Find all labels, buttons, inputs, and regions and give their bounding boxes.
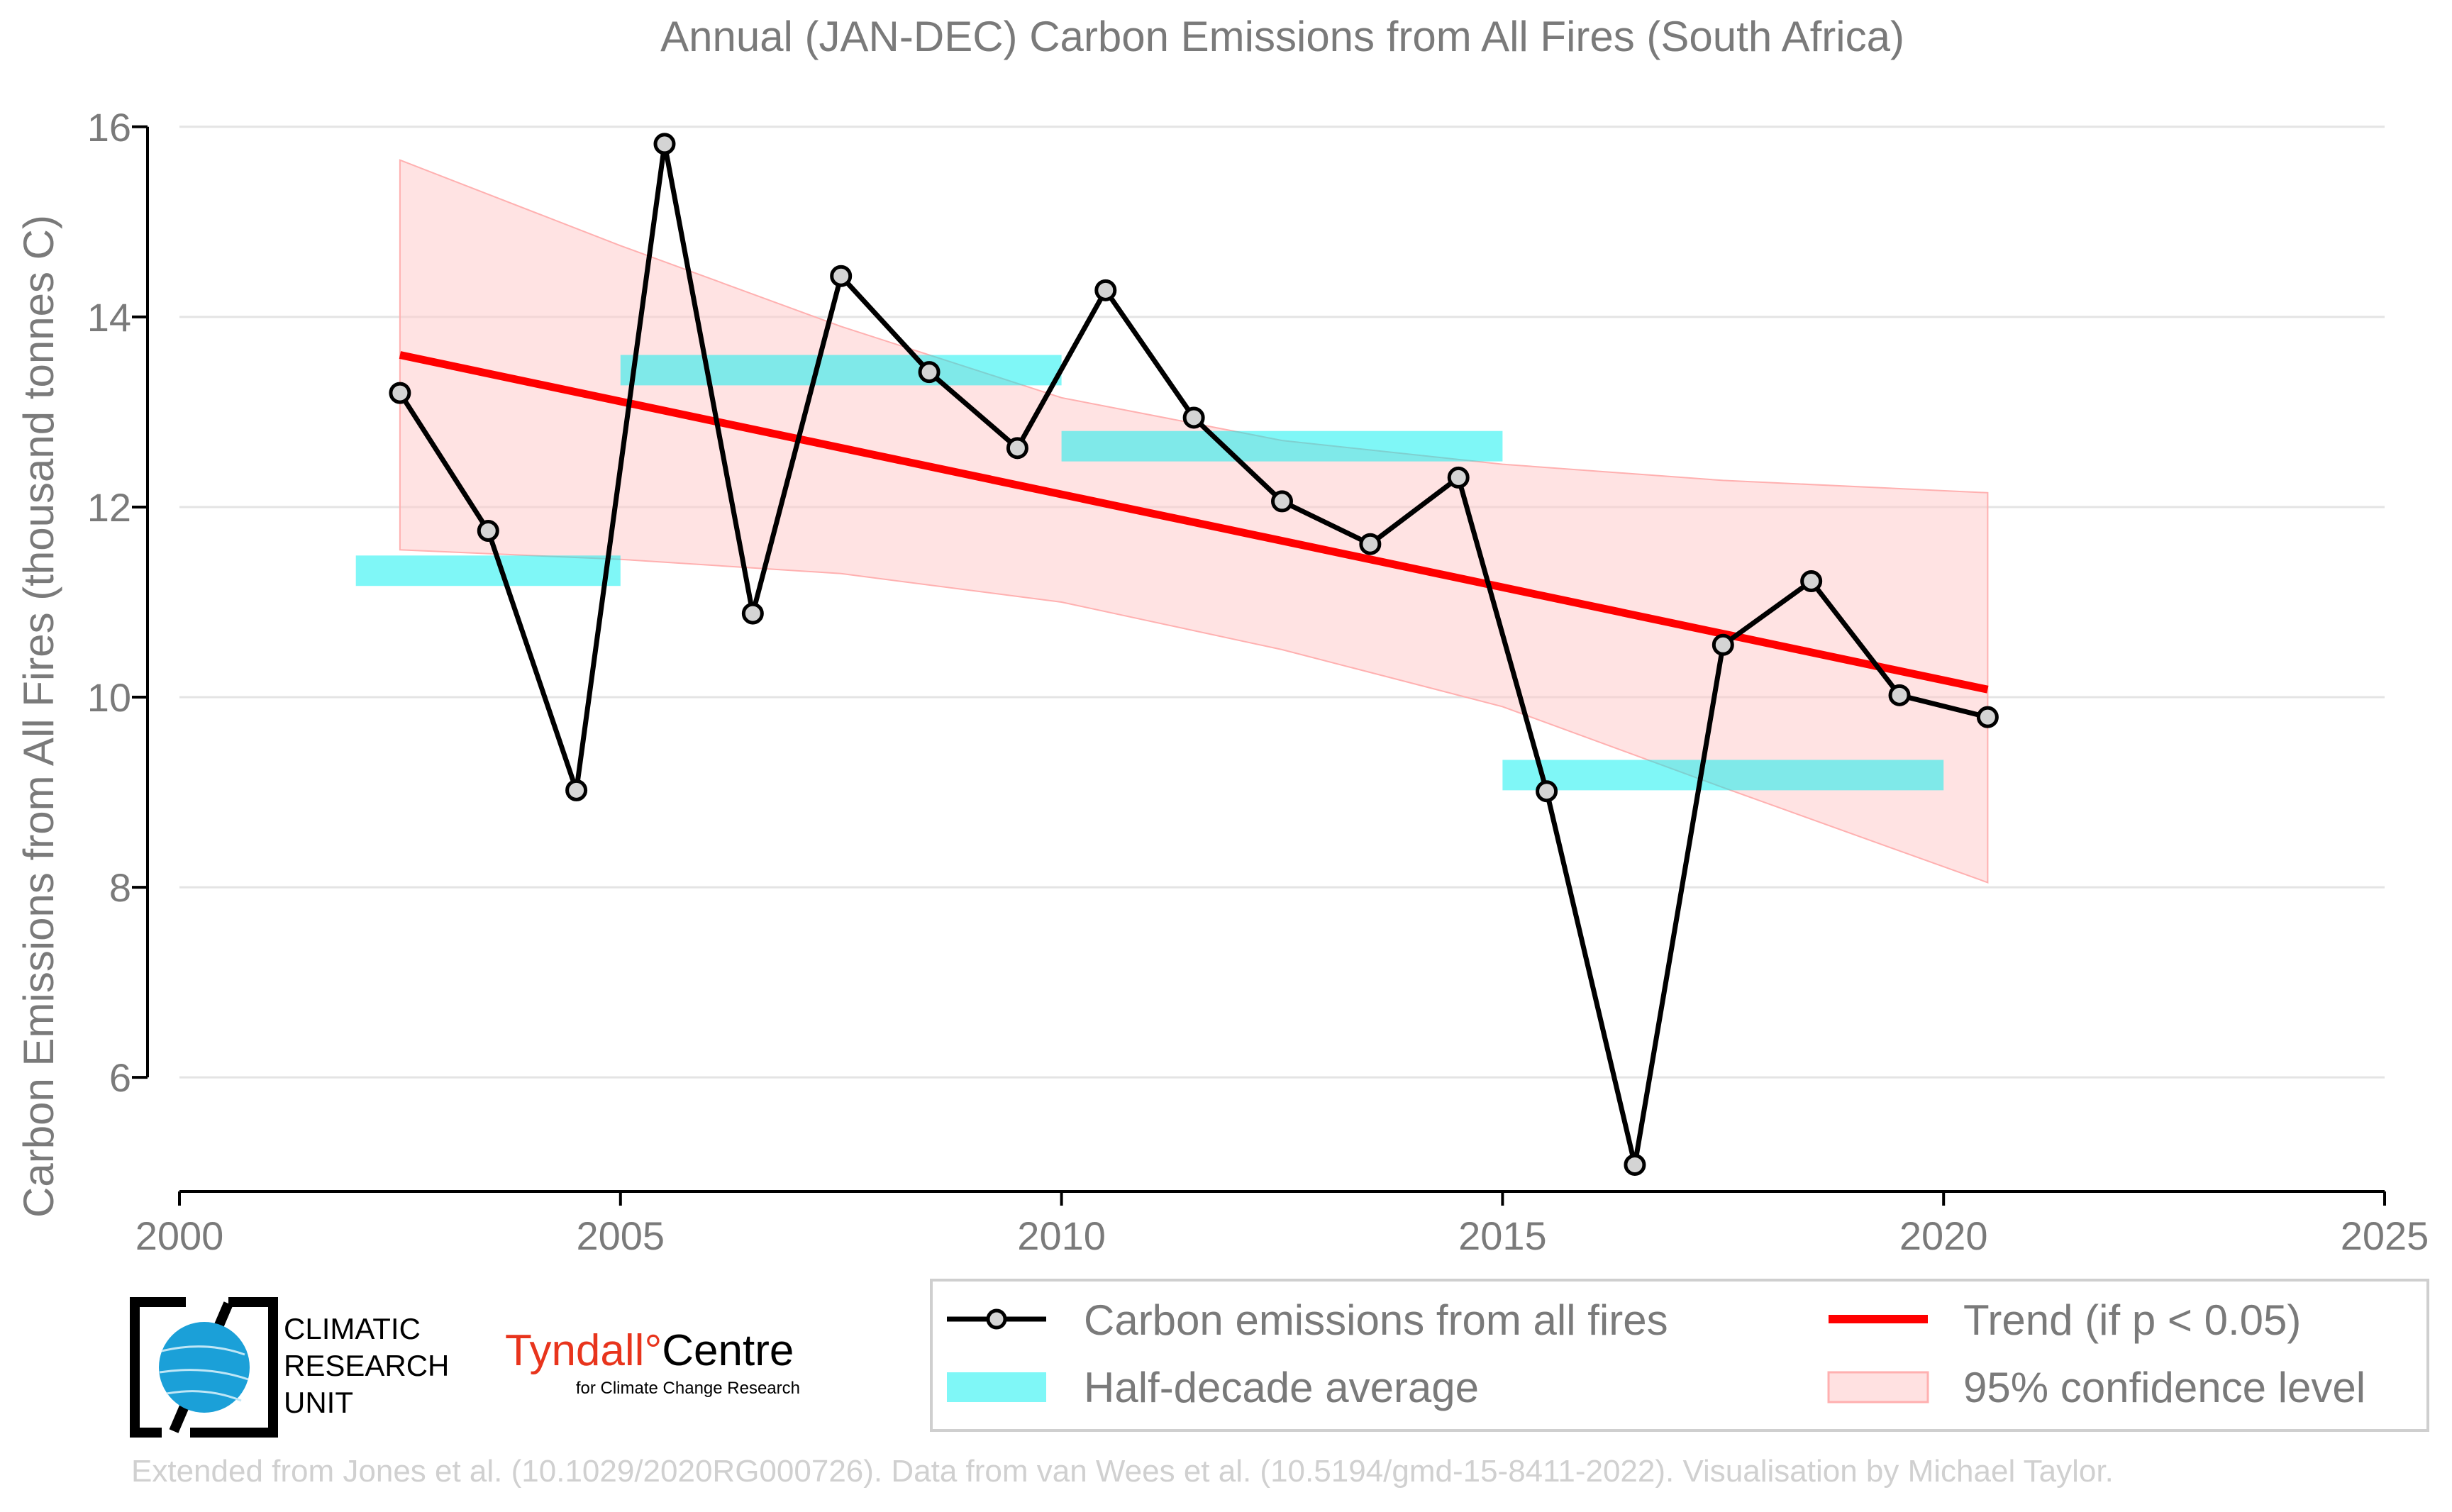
globe-icon — [159, 1322, 250, 1413]
trend-layer — [399, 351, 1989, 694]
tyndall-logo-degree: ° — [644, 1326, 662, 1375]
tyndall-logo-name-part1: Tyndall — [505, 1326, 644, 1375]
data-point-2013 — [1359, 533, 1382, 555]
legend-label-half-decade: Half-decade average — [1084, 1364, 1479, 1411]
data-point-2018 — [1800, 569, 1823, 592]
data-point-2016 — [1624, 1153, 1646, 1176]
data-point-2017 — [1712, 633, 1734, 656]
y-axis-label: Carbon Emissions from All Fires (thousan… — [15, 215, 62, 1218]
y-tick-label-6: 6 — [109, 1055, 131, 1100]
data-point-2019 — [1888, 684, 1911, 706]
x-tick-label-2025: 2025 — [2341, 1213, 2429, 1258]
tyndall-logo-name-part2: Centre — [662, 1326, 794, 1375]
data-point-2009 — [1006, 437, 1028, 460]
x-tick-label-2015: 2015 — [1458, 1213, 1547, 1258]
tyndall-logo: Tyndall°Centre for Climate Change Resear… — [505, 1326, 800, 1398]
x-ticks: 2000 2005 2010 2015 2020 2025 — [135, 1191, 2429, 1258]
half-decade-bar-1 — [355, 555, 621, 587]
y-tick-label-12: 12 — [87, 485, 131, 530]
y-tick-label-14: 14 — [87, 295, 131, 340]
legend-box — [930, 1279, 2429, 1432]
half-decade-bar-2 — [620, 355, 1062, 386]
y-tick-label-8: 8 — [109, 865, 131, 910]
series-layer — [389, 133, 1999, 1176]
legend-half-decade-swatch — [947, 1372, 1046, 1402]
data-point-2020 — [1976, 706, 1999, 728]
cru-logo: CLIMATIC RESEARCH UNIT — [130, 1297, 449, 1438]
y-tick-label-10: 10 — [87, 675, 131, 720]
credit-text: Extended from Jones et al. (10.1029/2020… — [131, 1454, 2114, 1489]
cru-logo-line-3: UNIT — [284, 1386, 353, 1419]
chart-title: Annual (JAN-DEC) Carbon Emissions from A… — [660, 13, 1904, 60]
legend-label-confidence: 95% confidence level — [1963, 1364, 2365, 1411]
data-point-2004 — [565, 779, 588, 801]
data-point-2003 — [477, 519, 499, 542]
data-point-2002 — [389, 382, 411, 404]
globe-icon-lines — [159, 1345, 249, 1402]
data-point-2012 — [1271, 490, 1293, 513]
half-decade-layer — [355, 355, 1944, 791]
data-point-2010 — [1094, 279, 1117, 301]
data-point-2015 — [1536, 780, 1558, 803]
x-tick-label-2010: 2010 — [1017, 1213, 1106, 1258]
data-point-2008 — [918, 361, 941, 384]
x-tick-label-2020: 2020 — [1899, 1213, 1988, 1258]
cru-logo-line-2: RESEARCH — [284, 1349, 449, 1382]
cru-logo-frame — [130, 1297, 278, 1438]
x-tick-label-2000: 2000 — [135, 1213, 224, 1258]
y-ticks: 6 8 10 12 14 16 — [87, 105, 148, 1100]
y-tick-label-16: 16 — [87, 105, 131, 150]
legend-label-trend: Trend (if p < 0.05) — [1963, 1296, 2301, 1344]
data-point-2005 — [653, 133, 676, 155]
data-point-2006 — [741, 602, 764, 625]
data-point-2011 — [1182, 406, 1205, 429]
legend-marker-swatch — [986, 1308, 1007, 1330]
x-tick-label-2005: 2005 — [577, 1213, 665, 1258]
axes — [146, 126, 2385, 1193]
legend: Carbon emissions from all fires Half-dec… — [930, 1279, 2429, 1432]
tyndall-logo-subtitle: for Climate Change Research — [576, 1379, 800, 1398]
data-point-2014 — [1447, 466, 1470, 489]
cru-logo-line-1: CLIMATIC — [284, 1312, 421, 1345]
tyndall-logo-name: Tyndall°Centre — [505, 1326, 794, 1375]
legend-confidence-swatch — [1827, 1371, 1929, 1403]
half-decade-bar-3 — [1061, 430, 1503, 462]
half-decade-bar-4 — [1502, 760, 1944, 791]
data-point-2007 — [830, 265, 853, 287]
legend-label-emissions: Carbon emissions from all fires — [1084, 1296, 1668, 1344]
trend-line — [399, 351, 1989, 694]
